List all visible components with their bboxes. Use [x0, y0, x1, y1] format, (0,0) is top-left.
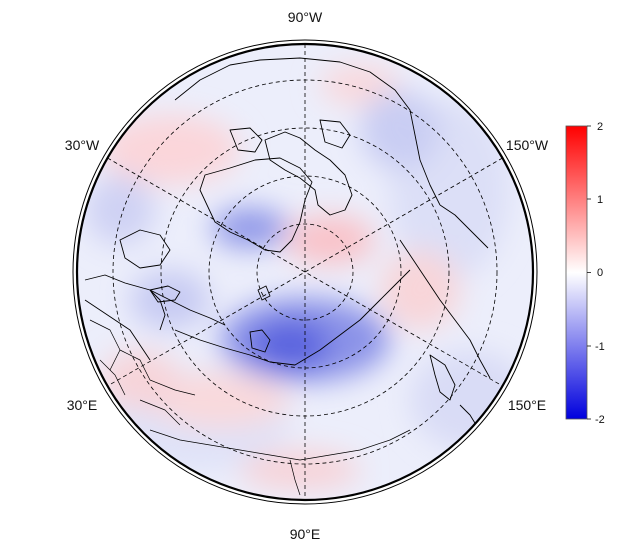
colorbar-tick-1: 1: [597, 194, 603, 206]
latitude-circle-80: [256, 223, 354, 321]
lon-label-90w: 90°W: [288, 9, 323, 25]
colorbar-tick-minus2: -2: [595, 414, 605, 426]
coastline-siberia: [174, 269, 411, 366]
anomaly-greenland-west: [212, 208, 288, 248]
colorbar-tickmarks: [587, 125, 591, 420]
anomaly-greenland-sea: [285, 215, 375, 265]
coastline-hudson-bay: [119, 229, 171, 269]
colorbar-tick-0: 0: [597, 267, 603, 279]
colorbar-gradient: [566, 126, 587, 419]
lon-label-30w: 30°W: [65, 137, 100, 153]
lon-label-150e: 150°E: [508, 397, 546, 413]
anomaly-beaufort: [380, 250, 460, 330]
coastline-scandinavia: [84, 274, 226, 326]
coastline-iceland: [149, 285, 181, 303]
colorbar-tick-minus1: -1: [595, 341, 605, 353]
map-border: [72, 39, 538, 505]
lon-label-150w: 150°W: [506, 137, 549, 153]
colorbar-tick-2: 2: [597, 121, 603, 133]
borders-asia: [149, 429, 411, 461]
anomaly-north-atlantic: [100, 115, 240, 185]
coastline-alaska: [399, 239, 491, 379]
coastline-novaya-zemlya: [249, 329, 271, 353]
lon-label-30e: 30°E: [67, 397, 98, 413]
graticule: [107, 44, 503, 500]
anomaly-field: [85, 65, 530, 490]
anomaly-central-siberia: [150, 372, 290, 428]
map-disc: [77, 44, 533, 500]
meridian-30: [107, 157, 503, 387]
colorbar: 2 1 0 -1 -2: [565, 121, 605, 426]
lon-label-90e: 90°E: [290, 526, 321, 542]
coastline-kamchatka: [429, 354, 456, 401]
coastline-greenland: [199, 157, 313, 253]
borders-europe: [89, 319, 196, 426]
coastlines: [84, 57, 491, 496]
coastline-north-america: [174, 57, 441, 206]
meridian-150: [107, 157, 503, 387]
